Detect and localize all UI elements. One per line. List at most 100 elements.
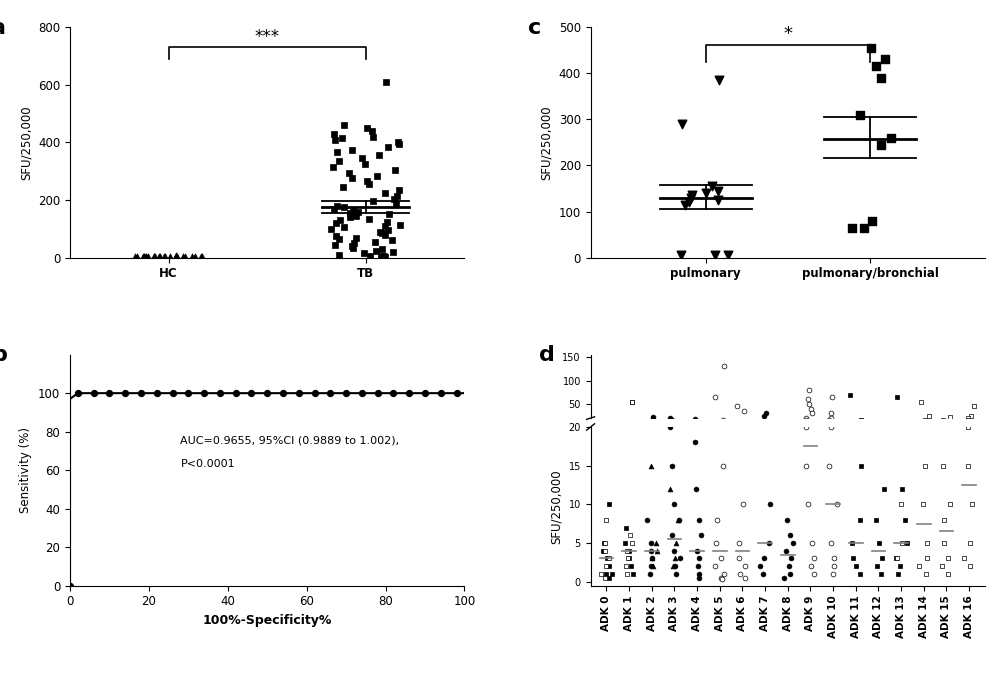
- Point: [369, 170, 385, 181]
- Point: [713, 573, 729, 583]
- Point: [729, 228, 745, 239]
- Point: [715, 460, 731, 471]
- Point: [877, 54, 893, 65]
- Point: [823, 421, 839, 432]
- Point: [710, 186, 726, 197]
- Point: [648, 538, 664, 548]
- Point: [801, 190, 817, 201]
- Point: [962, 421, 978, 432]
- Point: [852, 514, 868, 525]
- Point: [781, 421, 797, 432]
- Point: [291, 388, 307, 398]
- Point: [962, 420, 978, 431]
- Point: [617, 420, 633, 431]
- Point: [379, 216, 395, 227]
- Point: [708, 538, 724, 548]
- Point: [942, 406, 958, 417]
- Point: [601, 417, 617, 428]
- Point: [619, 545, 635, 556]
- Point: [687, 414, 703, 425]
- Point: [371, 150, 387, 161]
- Point: [704, 181, 720, 192]
- Point: [377, 229, 393, 240]
- Point: [683, 192, 699, 203]
- Point: [151, 252, 167, 263]
- Point: [388, 199, 404, 210]
- Point: [781, 561, 797, 571]
- Point: [800, 394, 816, 404]
- Point: [821, 460, 837, 471]
- Point: [596, 420, 612, 431]
- Point: [691, 514, 707, 525]
- Point: [597, 538, 613, 548]
- Point: [327, 135, 343, 145]
- Point: [643, 561, 659, 571]
- Point: [345, 205, 361, 215]
- Text: b: b: [0, 345, 7, 365]
- Point: [737, 573, 753, 583]
- Point: [691, 422, 707, 433]
- Point: [894, 420, 910, 431]
- Point: [756, 383, 772, 394]
- Point: [643, 460, 659, 471]
- Point: [180, 388, 196, 398]
- Point: [597, 420, 613, 431]
- Point: [824, 73, 840, 84]
- Point: [595, 420, 611, 431]
- Point: [960, 421, 976, 432]
- Point: [342, 212, 358, 223]
- Point: [803, 421, 819, 432]
- Point: [709, 419, 725, 429]
- Point: [391, 139, 407, 149]
- Point: [668, 538, 684, 548]
- Point: [328, 218, 344, 229]
- Point: [874, 553, 890, 564]
- Point: [618, 419, 634, 429]
- Point: [348, 211, 364, 221]
- Point: [915, 417, 931, 428]
- Point: [707, 392, 723, 402]
- Point: [364, 125, 380, 136]
- Point: [668, 569, 684, 579]
- Point: [936, 514, 952, 525]
- Text: c: c: [528, 17, 541, 38]
- Point: [619, 569, 635, 579]
- Point: [392, 219, 408, 230]
- Point: [391, 184, 407, 195]
- Point: [826, 561, 842, 571]
- Point: [642, 422, 658, 433]
- Point: [869, 421, 885, 432]
- Point: [177, 252, 193, 263]
- Point: [829, 417, 845, 428]
- Point: [597, 422, 613, 433]
- Point: [824, 392, 840, 402]
- Point: [852, 422, 868, 433]
- Point: [892, 421, 908, 432]
- Point: [868, 514, 884, 525]
- Point: [389, 190, 405, 201]
- Point: [874, 421, 890, 431]
- Point: [873, 422, 889, 433]
- Point: [869, 561, 885, 571]
- Point: [670, 514, 686, 525]
- Point: [645, 421, 661, 432]
- X-axis label: 100%-Specificity%: 100%-Specificity%: [203, 614, 332, 627]
- Point: [956, 553, 972, 564]
- Point: [645, 412, 661, 423]
- Point: [331, 155, 347, 166]
- Point: [598, 421, 614, 432]
- Point: [693, 530, 709, 540]
- Point: [618, 421, 634, 432]
- Point: [622, 530, 638, 540]
- Point: [644, 421, 660, 431]
- Point: [385, 388, 401, 398]
- Point: [707, 561, 723, 571]
- Point: [825, 569, 841, 579]
- Point: [433, 388, 449, 398]
- Point: [962, 561, 978, 571]
- Point: [390, 137, 406, 147]
- Point: [894, 417, 910, 427]
- Point: [962, 538, 978, 548]
- Point: [782, 422, 798, 433]
- Point: [644, 553, 660, 564]
